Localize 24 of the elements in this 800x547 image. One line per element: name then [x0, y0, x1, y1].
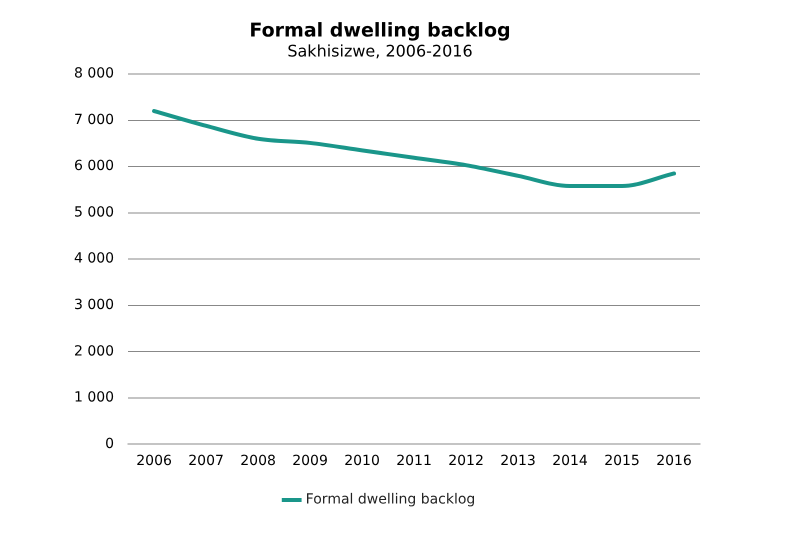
x-tick-label: 2014 — [552, 453, 588, 470]
x-tick-label: 2011 — [396, 453, 432, 470]
x-tick-label: 2009 — [292, 453, 328, 470]
legend-label: Formal dwelling backlog — [306, 492, 476, 508]
x-tick-label: 2008 — [240, 453, 276, 470]
x-tick-label: 2016 — [656, 453, 692, 470]
x-tick-label: 2012 — [448, 453, 484, 470]
chart-subtitle: Sakhisizwe, 2006-2016 — [287, 42, 473, 61]
x-tick-label: 2010 — [344, 453, 380, 470]
line-series — [152, 109, 676, 188]
x-tick-label: 2013 — [500, 453, 536, 470]
y-tick-label: 0 — [105, 436, 114, 452]
y-tick-label: 5 000 — [74, 204, 114, 220]
y-tick-label: 2 000 — [74, 343, 114, 360]
x-tick-label: 2015 — [604, 453, 640, 470]
x-tick-label: 2006 — [136, 453, 172, 470]
y-tick-label: 3 000 — [74, 297, 114, 314]
y-tick-label: 4 000 — [74, 250, 114, 267]
y-tick-label: 8 000 — [74, 66, 114, 82]
y-tick-label: 1 000 — [74, 390, 114, 406]
y-tick-label: 7 000 — [74, 112, 114, 128]
x-tick-label: 2007 — [188, 453, 224, 470]
chart-title: Formal dwelling backlog — [249, 19, 511, 42]
y-tick-label: 6 000 — [74, 158, 114, 174]
